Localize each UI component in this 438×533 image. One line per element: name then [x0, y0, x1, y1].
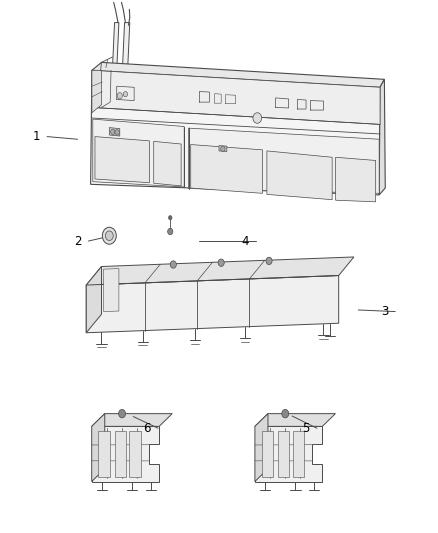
Circle shape: [170, 261, 177, 268]
Circle shape: [282, 409, 289, 418]
Polygon shape: [191, 144, 262, 193]
Circle shape: [218, 259, 224, 266]
Polygon shape: [91, 70, 380, 195]
Polygon shape: [93, 119, 184, 187]
Polygon shape: [255, 414, 268, 481]
Circle shape: [102, 227, 116, 244]
Polygon shape: [95, 136, 149, 183]
Polygon shape: [92, 70, 380, 124]
Circle shape: [123, 92, 127, 97]
Polygon shape: [113, 22, 119, 70]
Polygon shape: [261, 431, 273, 477]
Circle shape: [221, 146, 225, 151]
Circle shape: [168, 228, 173, 235]
Polygon shape: [255, 426, 322, 481]
Polygon shape: [219, 146, 227, 151]
Polygon shape: [188, 128, 379, 193]
Circle shape: [266, 257, 272, 264]
Polygon shape: [110, 127, 120, 136]
Polygon shape: [278, 431, 290, 477]
Polygon shape: [267, 151, 332, 200]
Polygon shape: [104, 236, 115, 241]
Circle shape: [253, 113, 261, 123]
Circle shape: [117, 93, 122, 99]
Polygon shape: [92, 414, 105, 481]
Polygon shape: [130, 431, 141, 477]
Polygon shape: [92, 62, 385, 87]
Text: 5: 5: [302, 422, 310, 435]
Circle shape: [106, 231, 113, 240]
Polygon shape: [154, 141, 181, 186]
Text: 1: 1: [32, 130, 40, 143]
Polygon shape: [86, 266, 102, 333]
Polygon shape: [86, 276, 339, 333]
Text: 4: 4: [241, 235, 249, 247]
Polygon shape: [92, 426, 159, 481]
Polygon shape: [379, 79, 385, 195]
Polygon shape: [86, 257, 354, 285]
Circle shape: [115, 130, 119, 135]
Polygon shape: [92, 70, 102, 113]
Text: 2: 2: [74, 235, 81, 247]
Polygon shape: [115, 431, 126, 477]
Circle shape: [111, 129, 115, 134]
Polygon shape: [92, 414, 172, 426]
Polygon shape: [99, 431, 110, 477]
Text: 6: 6: [143, 422, 151, 435]
Polygon shape: [255, 414, 336, 426]
Circle shape: [169, 216, 172, 220]
Polygon shape: [122, 22, 130, 70]
Polygon shape: [104, 269, 119, 312]
Circle shape: [119, 409, 126, 418]
Polygon shape: [293, 431, 304, 477]
Polygon shape: [336, 157, 376, 202]
Text: 3: 3: [381, 305, 388, 318]
